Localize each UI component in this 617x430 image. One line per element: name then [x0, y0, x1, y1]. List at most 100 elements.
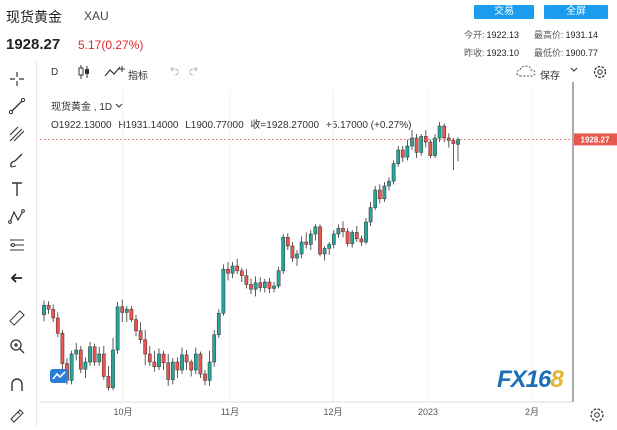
back-arrow-icon[interactable]	[7, 268, 27, 288]
undo-icon[interactable]	[168, 65, 180, 80]
candle	[235, 258, 240, 274]
crosshair-icon[interactable]	[7, 69, 27, 89]
legend-low: L1900.77000	[185, 120, 244, 131]
zoom-in-icon[interactable]	[7, 336, 27, 356]
candle	[78, 346, 83, 374]
candle	[345, 228, 350, 247]
x-tick-label: 10月	[113, 407, 132, 417]
pitchfork-icon[interactable]	[7, 124, 27, 144]
candle	[382, 182, 387, 202]
stat-high: 最高价: 1931.14	[534, 30, 599, 40]
interval-selector[interactable]: D	[51, 67, 59, 78]
chart-symbol-legend[interactable]: 现货黄金 , 1D	[51, 98, 123, 113]
x-tick-label: 2023	[418, 407, 438, 417]
chevron-down-icon	[115, 103, 123, 108]
instrument-title: 现货黄金	[6, 9, 62, 25]
magnet-icon[interactable]	[7, 375, 27, 395]
candle	[55, 312, 60, 338]
chevron-down-icon[interactable]	[570, 66, 578, 77]
candle	[230, 262, 235, 278]
text-tool-icon[interactable]	[7, 179, 27, 199]
candle	[143, 330, 148, 366]
candle	[134, 314, 138, 337]
candle	[193, 347, 198, 374]
candle	[111, 338, 115, 390]
x-tick-label: 2月	[525, 407, 539, 417]
candle	[290, 242, 295, 262]
candle	[60, 330, 65, 370]
candle	[405, 139, 410, 161]
candle	[157, 348, 161, 370]
candle	[354, 226, 359, 242]
legend-change: +5.17000 (+0.27%)	[325, 120, 412, 131]
candle	[304, 232, 309, 249]
candle	[69, 350, 74, 385]
legend-open: O1922.13000	[51, 120, 112, 131]
candle	[253, 276, 258, 297]
candle	[391, 160, 396, 185]
candle	[115, 302, 120, 354]
axis-settings-gear-icon[interactable]	[587, 405, 607, 425]
indicators-icon[interactable]	[104, 65, 128, 82]
candle	[299, 236, 304, 258]
settings-gear-icon[interactable]	[592, 64, 608, 83]
candle	[442, 123, 447, 142]
lock-drawing-icon[interactable]	[7, 403, 27, 423]
candle	[83, 357, 88, 378]
last-price-label-bg	[574, 133, 617, 146]
candle	[285, 233, 290, 250]
candle	[350, 230, 355, 248]
candle	[327, 242, 332, 255]
trade-button[interactable]: 交易	[474, 5, 534, 19]
fib-levels-icon[interactable]	[7, 235, 27, 255]
candle	[318, 224, 322, 257]
save-button[interactable]: 保存	[540, 71, 560, 82]
candle	[281, 234, 286, 274]
candle	[322, 246, 327, 261]
candle	[180, 347, 184, 374]
candle	[42, 300, 46, 322]
candle	[258, 277, 263, 292]
legend-high: H1931.14000	[118, 120, 179, 131]
candle	[308, 230, 313, 250]
cloud-save-icon[interactable]	[516, 65, 536, 80]
candle	[387, 177, 391, 191]
candle	[51, 304, 56, 322]
candle	[161, 350, 166, 370]
candle-type-icon[interactable]	[77, 64, 91, 83]
candle	[410, 130, 414, 150]
fullscreen-button[interactable]: 全屏	[544, 5, 608, 19]
candle	[400, 146, 405, 162]
price-change: 5.17(0.27%)	[78, 38, 144, 52]
candle	[249, 278, 253, 294]
redo-icon[interactable]	[188, 65, 200, 80]
candle	[276, 266, 281, 289]
candle	[124, 306, 129, 322]
brush-icon[interactable]	[7, 151, 27, 171]
candle	[212, 330, 217, 367]
tradingview-logo-icon	[49, 366, 69, 386]
pattern-icon[interactable]	[7, 207, 27, 227]
candle	[331, 230, 336, 249]
x-tick-label: 11月	[221, 407, 239, 417]
trend-line-icon[interactable]	[7, 96, 27, 116]
candle	[184, 350, 189, 370]
candle	[336, 224, 341, 238]
candle	[198, 351, 203, 378]
candle	[226, 262, 230, 281]
stat-prev-close: 昨收: 1923.10	[464, 48, 520, 58]
candle	[106, 366, 111, 391]
ruler-icon[interactable]	[7, 308, 27, 328]
quote-header: 现货黄金 XAU 1928.27 5.17(0.27%) 交易 全屏 今开: 19…	[0, 0, 617, 60]
candle	[166, 354, 171, 386]
candle	[451, 138, 456, 170]
candle	[207, 350, 212, 386]
indicators-button[interactable]: 指标	[128, 71, 148, 82]
candle	[359, 235, 364, 246]
fx168-watermark: FX168	[497, 366, 564, 393]
candle	[368, 202, 373, 226]
candle	[295, 250, 299, 266]
candle	[377, 184, 382, 204]
candle	[147, 346, 152, 366]
